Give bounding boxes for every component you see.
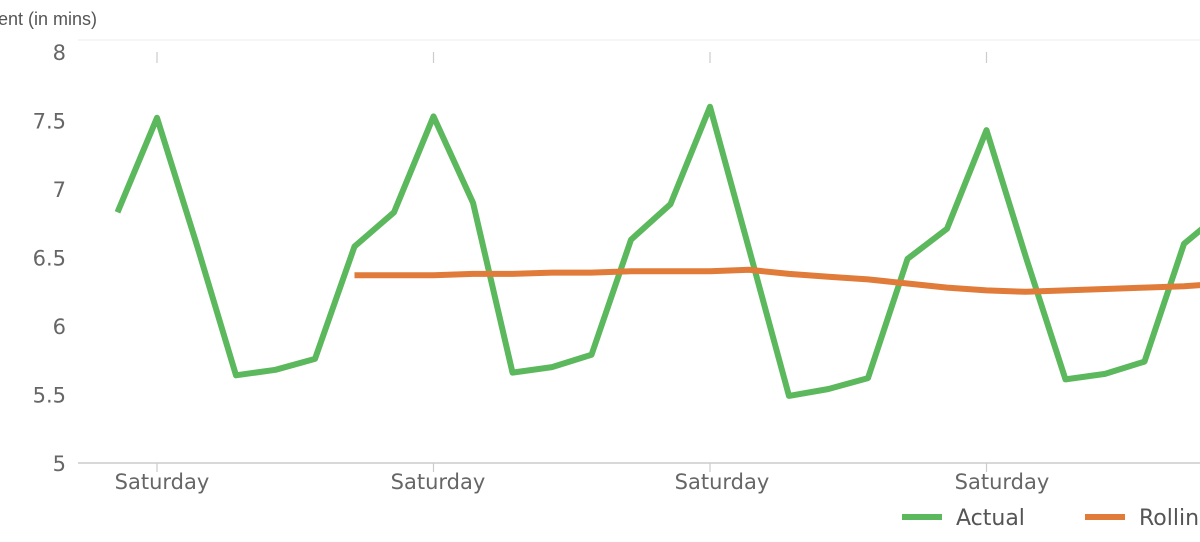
- y-tick-label: 6: [53, 315, 66, 339]
- series-line-rollin: [354, 266, 1200, 295]
- series-layer: [114, 103, 1200, 399]
- y-tick-label: 5: [53, 452, 66, 476]
- x-axis: Saturday Saturday Saturday Saturday: [115, 52, 1050, 494]
- x-tick-label: Saturday: [115, 470, 210, 494]
- x-tick-label: Saturday: [391, 470, 486, 494]
- y-tick-label: 6.5: [33, 247, 66, 271]
- legend-label: Actual: [956, 506, 1025, 531]
- x-tick-label: Saturday: [675, 470, 770, 494]
- legend-label: Rollin: [1139, 506, 1199, 531]
- y-tick-label: 7: [53, 178, 66, 202]
- series-line-actual: [114, 103, 1200, 399]
- y-tick-label: 8: [53, 41, 66, 65]
- y-tick-label: 7.5: [33, 110, 66, 134]
- x-tick-label: Saturday: [955, 470, 1050, 494]
- y-axis-title: ent (in mins): [0, 9, 97, 29]
- y-axis: 5 5.5 6 6.5 7 7.5 8: [33, 41, 66, 476]
- y-tick-label: 5.5: [33, 384, 66, 408]
- legend: Actual Rollin: [902, 506, 1199, 531]
